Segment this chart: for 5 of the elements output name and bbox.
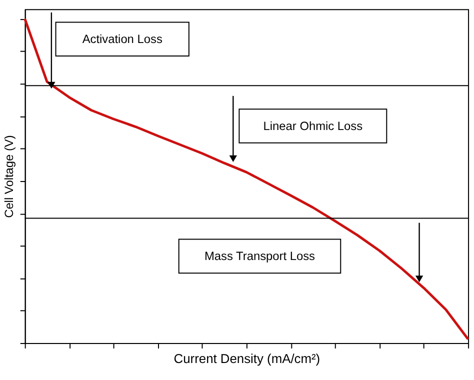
annotation: Activation Loss: [82, 32, 162, 46]
x-axis-title: Current Density (mA/cm²): [174, 350, 320, 366]
y-axis-title: Cell Voltage (V): [2, 135, 16, 218]
annotation: Mass Transport Loss: [204, 249, 316, 264]
annotation: Linear Ohmic Loss: [263, 118, 363, 133]
